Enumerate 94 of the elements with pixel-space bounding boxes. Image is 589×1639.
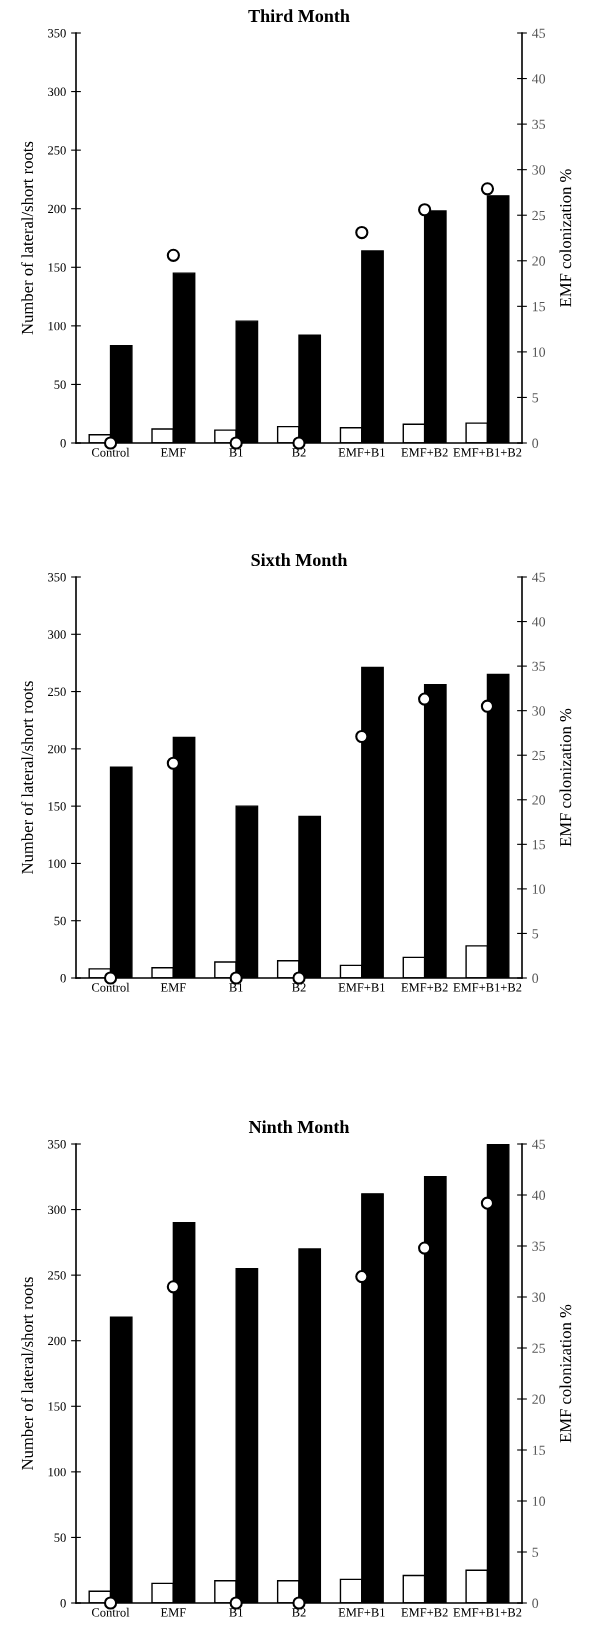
y2-tick-label: 35: [532, 119, 546, 130]
point: [480, 182, 495, 196]
x-tick-label: Control: [91, 1607, 130, 1617]
y-tick-label: 50: [54, 380, 66, 389]
y2-tick-label: 20: [532, 1394, 546, 1404]
y-tick-label: 200: [48, 744, 66, 754]
x-tick-label: EMF+B1: [338, 448, 385, 457]
y2-tick-label: 40: [531, 1190, 546, 1200]
x-tick-label: EMF+B2: [401, 1608, 448, 1617]
x-tick-label: B1: [229, 983, 243, 992]
y2-tick-label: 10: [532, 884, 546, 894]
x-tick-label: Control: [91, 447, 130, 457]
y2-tick-label: 40: [531, 74, 546, 84]
y-tick-label: 100: [48, 859, 66, 868]
y-tick-label: 200: [48, 204, 66, 214]
y2-tick-label: 30: [532, 706, 546, 716]
chart-title: Ninth Month: [248, 1120, 350, 1134]
y2-tick-label: 25: [532, 1343, 546, 1353]
point: [166, 1280, 180, 1294]
x-tick-label: B2: [292, 1608, 306, 1617]
point: [418, 692, 432, 706]
y2-tick-label: 30: [532, 1292, 546, 1302]
point: [355, 225, 369, 240]
y-tick-label: 150: [48, 263, 66, 272]
y-tick-label: 250: [48, 687, 66, 697]
point: [418, 203, 432, 217]
x-tick-label: EMF: [160, 448, 186, 457]
y-tick-label: 150: [48, 802, 66, 811]
y2-axis-title: EMF colonization %: [559, 169, 572, 307]
y2-tick-label: 20: [532, 256, 546, 266]
y-tick-label: 0: [60, 974, 66, 983]
y-tick-label: 300: [48, 630, 66, 639]
y2-tick-label: 0: [532, 438, 539, 448]
chart-title: Sixth Month: [251, 553, 348, 567]
y2-tick-label: 20: [532, 795, 546, 805]
y2-tick-label: 5: [532, 1547, 539, 1557]
x-tick-label: EMF+B1: [338, 983, 385, 992]
x-tick-label: EMF+B2: [401, 448, 448, 457]
y-tick-label: 350: [48, 1140, 66, 1149]
y2-tick-label: 35: [532, 661, 546, 672]
point: [418, 1241, 432, 1255]
y2-tick-label: 5: [532, 393, 539, 403]
y2-tick-label: 30: [532, 165, 546, 175]
y2-tick-label: 15: [532, 1445, 546, 1455]
y2-tick-label: 40: [531, 617, 546, 627]
y2-tick-label: 25: [532, 210, 546, 221]
x-tick-label: EMF+B1+B2: [453, 983, 522, 992]
y2-tick-label: 0: [532, 973, 539, 983]
y2-tick-label: 0: [532, 1598, 539, 1608]
y2-tick-label: 5: [532, 929, 539, 939]
y-axis-title: Number of lateral/short roots: [21, 681, 34, 874]
y-tick-label: 250: [48, 1271, 66, 1280]
y2-axis-title: EMF colonization %: [559, 1304, 572, 1443]
x-tick-label: EMF+B1+B2: [453, 1608, 522, 1617]
y-axis-title: Number of lateral/short roots: [21, 1277, 34, 1470]
y2-tick-label: 45: [531, 572, 546, 582]
y-tick-label: 50: [54, 916, 66, 926]
y2-tick-label: 15: [532, 839, 546, 850]
y2-tick-label: 10: [532, 1496, 546, 1506]
y2-tick-label: 45: [531, 28, 546, 38]
y-tick-label: 350: [48, 29, 66, 38]
point: [166, 248, 180, 262]
x-tick-label: B1: [229, 1608, 243, 1617]
point: [355, 1270, 369, 1284]
point: [166, 756, 180, 770]
x-tick-label: EMF+B1+B2: [453, 448, 522, 457]
y2-tick-label: 35: [532, 1241, 546, 1251]
y-tick-label: 300: [48, 1205, 66, 1215]
x-tick-label: EMF+B1: [338, 1608, 385, 1617]
y-tick-label: 0: [60, 439, 66, 448]
x-tick-label: B2: [292, 448, 306, 457]
point: [355, 729, 369, 744]
y-tick-label: 350: [48, 573, 66, 582]
y-tick-label: 200: [48, 1336, 66, 1346]
x-tick-label: Control: [91, 982, 130, 992]
y-tick-label: 100: [48, 321, 66, 331]
y-tick-label: 100: [48, 1467, 66, 1477]
y-tick-label: 150: [48, 1402, 66, 1411]
y-tick-label: 300: [48, 87, 66, 97]
y2-tick-label: 25: [532, 750, 546, 761]
x-tick-label: B2: [292, 983, 306, 992]
chart-title: Third Month: [248, 9, 350, 23]
y-tick-label: 250: [48, 146, 66, 155]
x-tick-label: EMF+B2: [401, 983, 448, 992]
y-axis-title: Number of lateral/short roots: [21, 141, 34, 335]
y2-tick-label: 10: [532, 347, 546, 357]
y2-tick-label: 15: [532, 301, 546, 312]
y2-tick-label: 45: [531, 1139, 546, 1149]
x-tick-label: B1: [229, 448, 243, 457]
x-tick-label: EMF: [160, 983, 186, 992]
y-tick-label: 50: [54, 1533, 66, 1542]
y2-axis-title: EMF colonization %: [559, 708, 572, 847]
x-tick-label: EMF: [160, 1608, 186, 1617]
y-tick-label: 0: [60, 1599, 66, 1608]
